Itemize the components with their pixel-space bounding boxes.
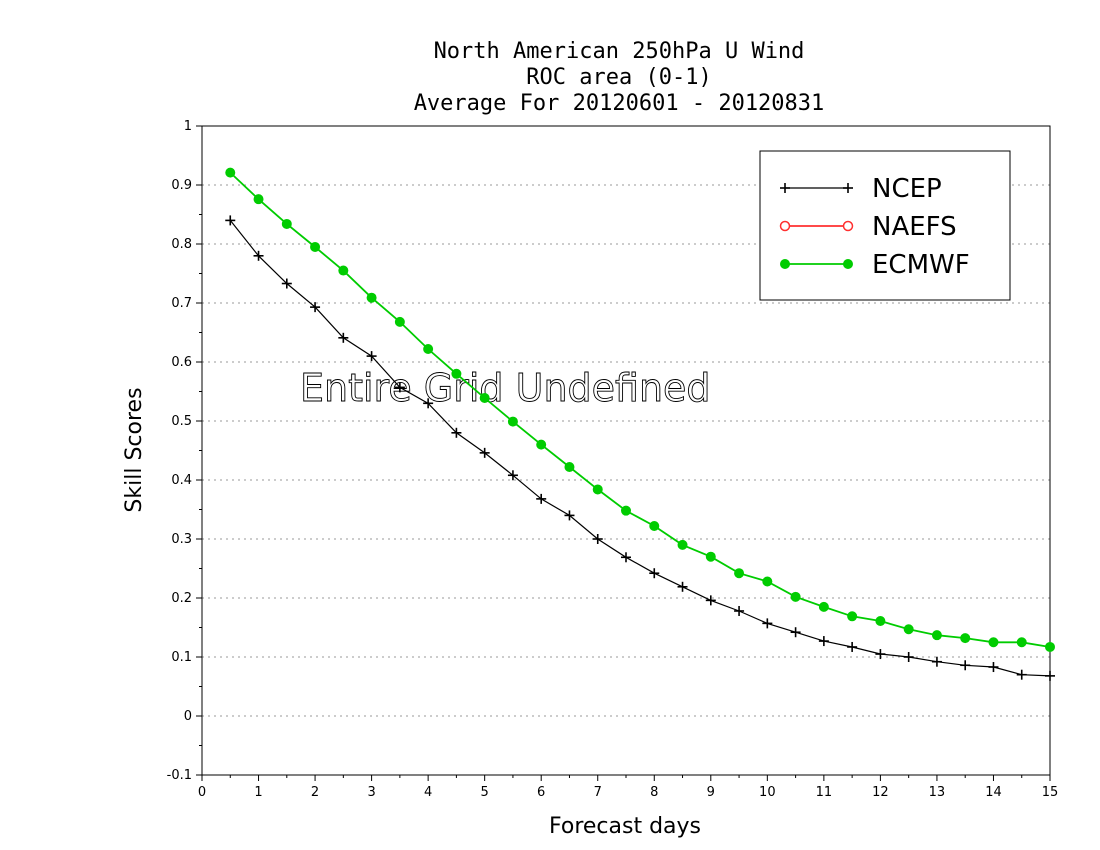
series-ecmwf-point bbox=[705, 551, 716, 562]
series-ecmwf-point bbox=[1045, 641, 1055, 652]
x-tick-label: 3 bbox=[367, 785, 375, 800]
x-tick-label: 2 bbox=[311, 785, 319, 800]
series-ecmwf bbox=[225, 167, 1055, 652]
x-tick-label: 4 bbox=[424, 785, 432, 800]
series-ecmwf-point bbox=[1016, 637, 1027, 648]
x-axis-label: Forecast days bbox=[549, 814, 701, 839]
x-tick-label: 10 bbox=[759, 785, 776, 800]
series-ecmwf-point bbox=[253, 194, 264, 205]
series-ecmwf-point bbox=[423, 344, 434, 355]
chart-title-line-1: North American 250hPa U Wind bbox=[434, 39, 805, 64]
series-ecmwf-point bbox=[847, 611, 858, 622]
legend-naefs-marker-right bbox=[842, 220, 854, 232]
series-ecmwf-point bbox=[818, 601, 829, 612]
series-ecmwf-point bbox=[621, 505, 631, 516]
legend-ecmwf-marker-right bbox=[843, 259, 853, 269]
series-ecmwf-point bbox=[762, 576, 773, 587]
series-ecmwf-point bbox=[931, 630, 942, 641]
series-ecmwf-point bbox=[310, 241, 321, 252]
series-ecmwf-point bbox=[394, 316, 405, 327]
legend-item-ecmwf: ECMWF bbox=[780, 250, 970, 280]
y-tick-label: 0.2 bbox=[171, 591, 192, 606]
y-tick-label: 0.7 bbox=[171, 296, 192, 311]
legend-ecmwf-marker-left bbox=[780, 259, 790, 269]
legend-ncep-label: NCEP bbox=[872, 174, 942, 204]
x-tick-label: 5 bbox=[481, 785, 489, 800]
y-tick-label: 0.4 bbox=[171, 473, 192, 488]
legend-item-naefs: NAEFS bbox=[779, 212, 957, 242]
x-tick-label: 14 bbox=[985, 785, 1002, 800]
series-ecmwf-point bbox=[988, 637, 999, 648]
series-ecmwf-point bbox=[734, 568, 745, 579]
legend-naefs-label: NAEFS bbox=[872, 212, 957, 242]
legend: NCEP NAEFS ECMWF bbox=[759, 150, 1011, 301]
series-ecmwf-point bbox=[536, 439, 547, 450]
x-tick-label: 13 bbox=[929, 785, 946, 800]
legend-naefs-marker-left bbox=[779, 220, 791, 232]
series-ecmwf-point bbox=[507, 416, 518, 427]
x-tick-label: 6 bbox=[537, 785, 545, 800]
legend-ecmwf-label: ECMWF bbox=[872, 250, 970, 280]
x-tick-label: 12 bbox=[872, 785, 889, 800]
series-ecmwf-point bbox=[451, 368, 462, 379]
x-tick-label: 7 bbox=[594, 785, 602, 800]
series-ecmwf-point bbox=[281, 218, 292, 229]
y-tick-label: -0.1 bbox=[167, 768, 192, 783]
series-ecmwf-point bbox=[903, 624, 914, 635]
x-tick-label: 11 bbox=[816, 785, 833, 800]
y-tick-label: 0.3 bbox=[171, 532, 192, 547]
y-axis-ticks: -0.1 0 0.1 0.2 0.3 0.4 0.5 0.6 0.7 0.8 0.9 1 bbox=[167, 119, 202, 783]
x-tick-label: 8 bbox=[650, 785, 658, 800]
series-ecmwf-point bbox=[338, 265, 349, 276]
series-ncep bbox=[225, 215, 1055, 681]
chart-title-line-2: ROC area (0-1) bbox=[526, 65, 711, 90]
series-ecmwf-point bbox=[875, 616, 886, 627]
series-ecmwf-point bbox=[960, 633, 971, 644]
y-tick-label: 0.8 bbox=[171, 237, 192, 252]
x-tick-label: 9 bbox=[707, 785, 715, 800]
series-ecmwf-point bbox=[366, 292, 377, 303]
x-tick-label: 15 bbox=[1042, 785, 1059, 800]
series-ecmwf-point bbox=[592, 484, 603, 495]
series-ecmwf-point bbox=[677, 539, 688, 550]
x-tick-label: 1 bbox=[254, 785, 262, 800]
series-ecmwf-point bbox=[649, 521, 660, 532]
y-tick-label: 0.6 bbox=[171, 355, 192, 370]
series-ecmwf-point bbox=[479, 392, 490, 403]
legend-item-ncep: NCEP bbox=[780, 174, 942, 204]
series-ecmwf-point bbox=[790, 591, 801, 602]
y-tick-label: 0.9 bbox=[171, 178, 192, 193]
undefined-grid-annotation: Entire Grid Undefined bbox=[300, 366, 711, 410]
y-tick-label: 0.5 bbox=[171, 414, 192, 429]
series-ecmwf-point bbox=[225, 167, 236, 178]
x-tick-label: 0 bbox=[198, 785, 206, 800]
x-axis-ticks: 0 1 2 3 4 5 6 7 8 9 10 11 12 13 14 15 bbox=[198, 775, 1058, 800]
y-axis-label: Skill Scores bbox=[122, 387, 147, 512]
chart-title-line-3: Average For 20120601 - 20120831 bbox=[414, 91, 825, 116]
series-layer bbox=[225, 167, 1055, 681]
series-ecmwf-point bbox=[564, 462, 575, 473]
y-tick-label: 0 bbox=[184, 709, 192, 724]
y-tick-label: 0.1 bbox=[171, 650, 192, 665]
y-tick-label: 1 bbox=[184, 119, 192, 134]
